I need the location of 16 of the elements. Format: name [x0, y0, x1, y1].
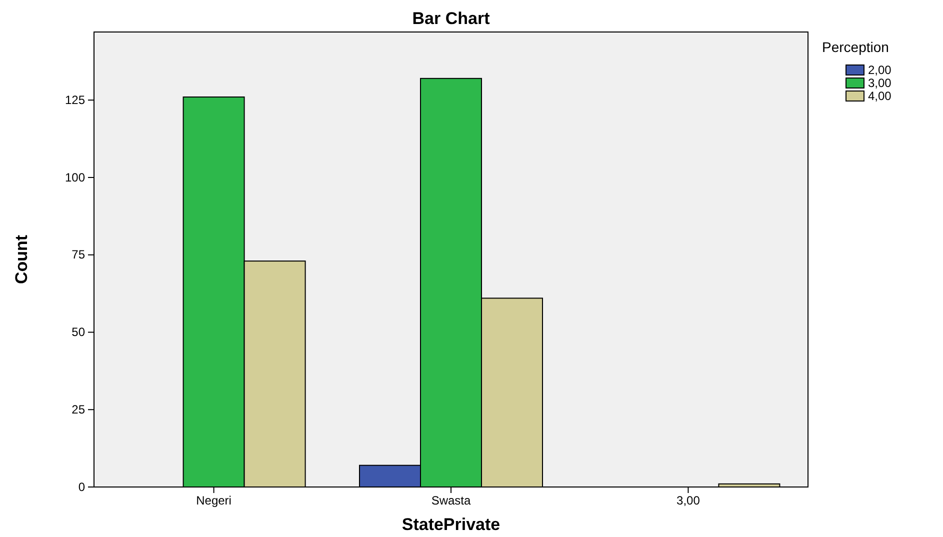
- legend-label: 4,00: [868, 89, 892, 103]
- y-tick-label: 75: [72, 248, 86, 262]
- legend-title: Perception: [822, 39, 889, 55]
- y-tick-label: 50: [72, 325, 86, 340]
- x-tick-label: 3,00: [676, 494, 700, 508]
- x-tick-label: Negeri: [196, 494, 232, 508]
- y-tick-label: 100: [64, 170, 86, 184]
- y-tick-label: 25: [72, 402, 86, 416]
- chart-title: Bar Chart: [412, 9, 490, 28]
- y-tick-label: 0: [78, 480, 86, 494]
- legend-label: 2,00: [868, 63, 892, 77]
- legend-label: 3,00: [868, 76, 892, 90]
- y-tick-label: 125: [64, 92, 86, 107]
- x-tick-label: Swasta: [431, 494, 471, 508]
- y-axis-title: Count: [12, 234, 31, 284]
- x-axis-title: StatePrivate: [402, 515, 500, 534]
